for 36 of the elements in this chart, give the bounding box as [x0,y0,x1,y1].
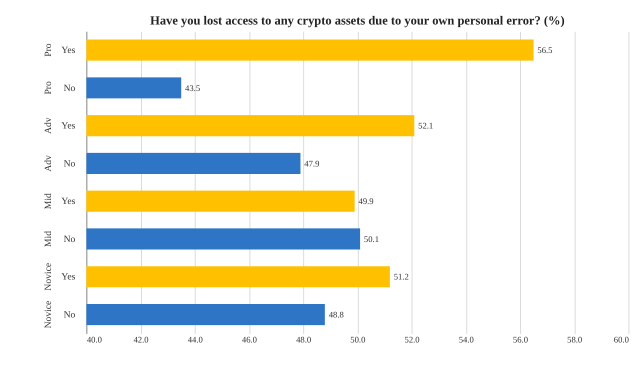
data-label: 47.9 [304,158,320,168]
x-tick-label: 46.0 [242,334,257,345]
data-label: 48.8 [328,309,344,320]
y-tick-label: No [64,309,76,320]
y-tick-label: Yes [61,272,76,283]
chart-title: Have you lost access to any crypto assets due to your own personal error? (%) [150,13,565,28]
text: Novice [42,300,54,328]
text: Pro [42,43,54,57]
y-tick-label: No [64,234,76,245]
x-tick-label: 60.0 [614,334,629,345]
text: Mid [42,230,54,247]
data-label: 50.1 [364,234,380,244]
text: Adv [42,154,54,172]
x-tick-label: 42.0 [133,334,149,345]
text: Adv [42,117,54,134]
y-tick-label: No [64,82,76,94]
x-tick-label: 48.0 [296,334,312,345]
x-tick-label: 40.0 [86,334,102,345]
x-tick-label: 54.0 [458,334,474,345]
y-tick-label: Yes [61,120,76,132]
data-label: 43.5 [185,82,200,93]
data-label: 49.9 [358,196,374,206]
x-tick-label: 44.0 [188,334,203,345]
text: Pro [42,81,54,95]
y-tick-label: Yes [61,44,76,56]
data-label: 56.5 [537,44,552,55]
data-label: 51.2 [394,272,409,282]
x-tick-label: 56.0 [512,334,528,345]
data-label: 52.1 [418,120,434,131]
x-tick-label: 52.0 [404,334,420,345]
y-tick-label: No [64,158,76,170]
y-tick-label: Yes [61,196,76,208]
text: Novice [42,262,54,291]
text: Mid [42,193,54,210]
x-tick-label: 50.0 [350,334,366,345]
x-tick-label: 58.0 [567,334,582,345]
